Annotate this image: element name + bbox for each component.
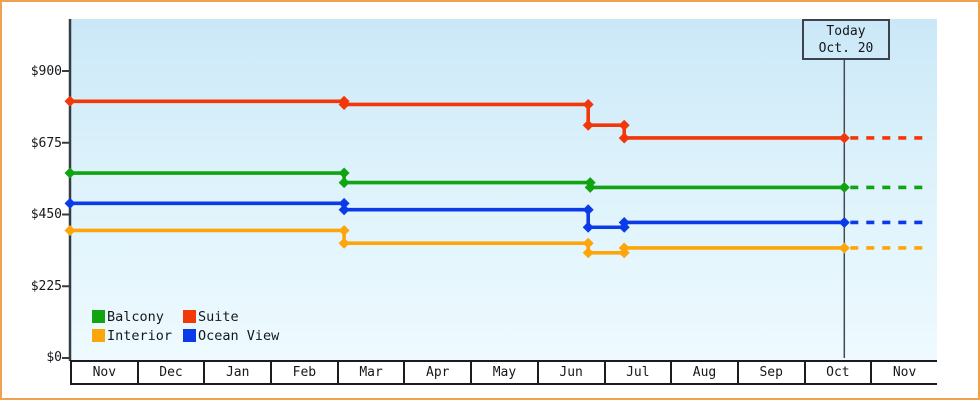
data-point-balcony bbox=[64, 167, 76, 179]
month-cell: May bbox=[470, 362, 537, 383]
balcony-swatch-icon bbox=[92, 310, 105, 323]
data-point-ocean-view bbox=[64, 197, 76, 209]
data-point-suite bbox=[338, 98, 350, 110]
month-cell: Nov bbox=[870, 362, 937, 383]
legend-label: Balcony bbox=[107, 308, 164, 325]
ocean-view-swatch-icon bbox=[183, 329, 196, 342]
y-axis-label: $675 bbox=[30, 136, 62, 151]
data-point-suite bbox=[64, 95, 76, 107]
data-point-interior bbox=[582, 247, 594, 259]
month-cell: Nov bbox=[70, 362, 137, 383]
data-point-interior bbox=[338, 237, 350, 249]
series-line-ocean-view bbox=[70, 201, 845, 230]
series-line-interior bbox=[70, 228, 845, 255]
month-cell: Jun bbox=[536, 362, 604, 383]
legend: Balcony Suite Interior Ocean View bbox=[92, 307, 279, 345]
interior-swatch-icon bbox=[92, 329, 105, 342]
data-point-ocean-view bbox=[582, 204, 594, 216]
legend-item-balcony: Balcony bbox=[92, 309, 183, 325]
x-axis-month-band: Nov Dec Jan Feb Mar Apr May Jun Jul Aug … bbox=[70, 360, 937, 385]
data-point-interior bbox=[618, 242, 630, 254]
data-point-suite bbox=[582, 119, 594, 131]
plot-area-background bbox=[70, 19, 937, 360]
month-cell: Feb bbox=[270, 362, 337, 383]
legend-label: Suite bbox=[198, 308, 239, 325]
series-line-suite bbox=[70, 99, 845, 140]
data-point-balcony bbox=[338, 167, 350, 179]
data-point-ocean-view bbox=[338, 197, 350, 209]
today-marker-box: Today Oct. 20 bbox=[802, 19, 890, 60]
data-point-ocean-view bbox=[618, 216, 630, 228]
month-cell: Aug bbox=[670, 362, 737, 383]
data-point-suite bbox=[618, 119, 630, 131]
suite-swatch-icon bbox=[183, 310, 196, 323]
data-point-balcony bbox=[584, 181, 596, 193]
data-point-suite bbox=[582, 98, 594, 110]
data-point-ocean-view bbox=[582, 221, 594, 233]
month-cell: Mar bbox=[336, 362, 404, 383]
series-line-balcony bbox=[70, 171, 845, 190]
y-axis-label: $225 bbox=[30, 279, 62, 294]
data-point-balcony-today bbox=[838, 181, 850, 193]
month-cell: Apr bbox=[403, 362, 470, 383]
data-point-interior bbox=[582, 237, 594, 249]
data-point-interior bbox=[64, 224, 76, 236]
legend-label: Ocean View bbox=[198, 327, 280, 344]
month-cell: Jan bbox=[203, 362, 270, 383]
y-axis-label: $450 bbox=[30, 207, 62, 222]
legend-item-ocean-view: Ocean View bbox=[183, 328, 279, 344]
data-point-ocean-view-today bbox=[838, 216, 850, 228]
data-point-ocean-view bbox=[338, 204, 350, 216]
data-point-suite bbox=[618, 132, 630, 144]
legend-item-suite: Suite bbox=[183, 309, 239, 325]
today-label: Today bbox=[826, 24, 866, 39]
month-cell: Sep bbox=[736, 362, 804, 383]
month-cell: Jul bbox=[603, 362, 671, 383]
today-date: Oct. 20 bbox=[818, 41, 874, 56]
data-point-balcony bbox=[338, 177, 350, 189]
y-axis-label: $900 bbox=[30, 64, 62, 79]
data-point-suite-today bbox=[838, 132, 850, 144]
y-axis-label: $0 bbox=[46, 350, 62, 365]
legend-item-interior: Interior bbox=[92, 328, 183, 344]
legend-label: Interior bbox=[107, 327, 173, 344]
data-point-interior bbox=[338, 224, 350, 236]
month-cell: Dec bbox=[136, 362, 204, 383]
data-point-interior-today bbox=[838, 242, 850, 254]
month-cell: Oct bbox=[803, 362, 871, 383]
